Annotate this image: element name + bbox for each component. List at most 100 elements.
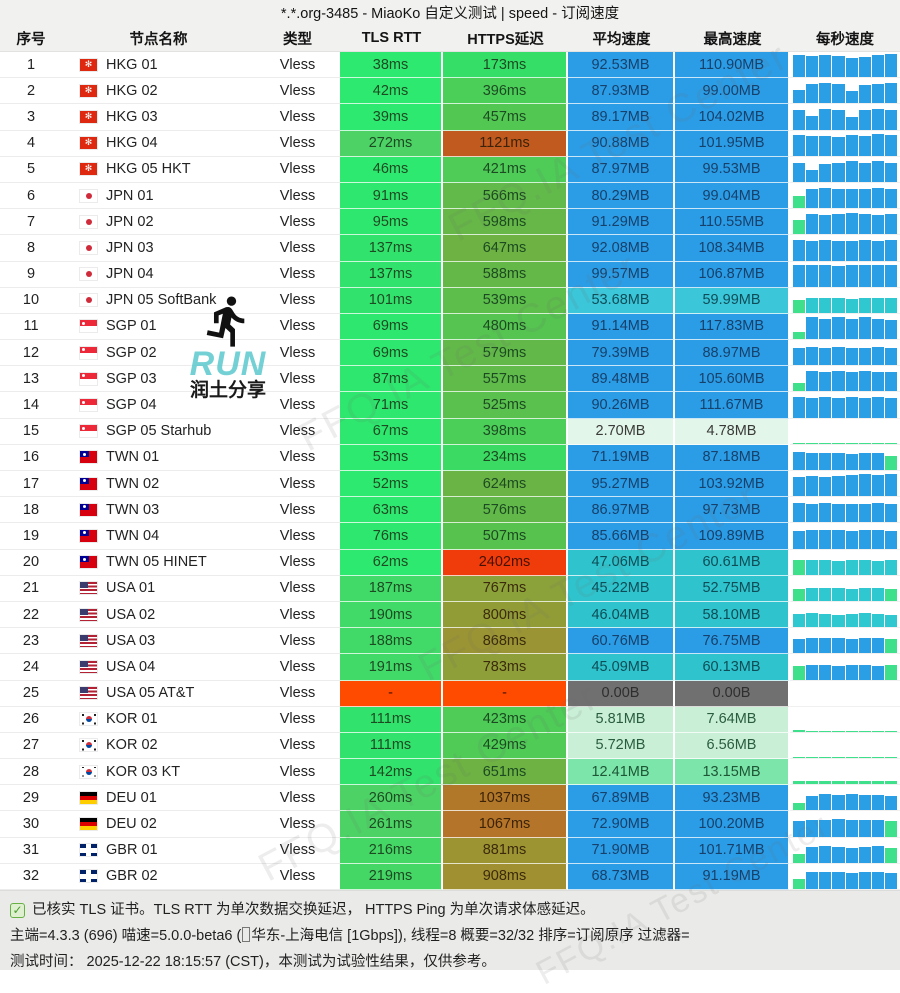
jpn-flag-icon [80,215,97,228]
speed-bar [793,638,806,654]
header-per-second-speed: 每秒速度 [816,31,874,48]
per-second-speed-chart [790,444,900,471]
speed-bar [819,665,832,680]
node-name: KOR 03 KT [106,763,181,780]
node-name-cell: USA 01 [62,575,255,602]
https-latency-cell: 881ms [443,837,568,864]
speed-bar [884,503,897,523]
node-name-cell: KOR 01 [62,706,255,733]
speed-bar [871,781,884,785]
row-index: 22 [0,601,62,629]
node-name-cell: TWN 02 [62,471,255,498]
avg-speed-cell: 0.00B [568,680,675,707]
speed-bar [793,196,806,209]
speed-bar [871,613,884,628]
tls-rtt-cell: 111ms [340,706,443,733]
avg-speed-cell: 5.72MB [568,732,675,760]
avg-speed-cell: 86.97MB [568,497,675,524]
gbr-flag-icon [80,870,97,883]
speed-bar [871,730,884,732]
per-second-speed-chart [790,601,900,629]
speed-bar [858,474,871,497]
row-index: 5 [0,156,62,183]
speed-bar [858,213,871,235]
speed-bar [793,531,806,549]
row-index: 27 [0,732,62,760]
speed-bar [793,135,806,156]
node-type: Vless [255,261,340,288]
tls-rtt-cell: 191ms [340,654,443,681]
node-name-cell: HKG 04 [62,130,255,157]
tls-rtt-cell: 69ms [340,313,443,341]
speed-bar [819,503,832,523]
node-name-cell: USA 05 AT&T [62,680,255,707]
speed-bar [819,730,832,732]
header-max-speed: 最高速度 [703,31,762,48]
speed-bar [819,781,832,785]
tls-rtt-cell: 91ms [340,182,443,210]
https-latency-cell: 1037ms [443,785,568,812]
avg-speed-cell: 99.57MB [568,261,675,288]
speed-bar [884,54,897,78]
https-latency-cell: 423ms [443,706,568,733]
tls-rtt-cell: 95ms [340,209,443,236]
speed-bar [845,57,858,78]
speed-bar [845,348,858,366]
avg-speed-cell: 71.19MB [568,444,675,471]
avg-speed-cell: 89.48MB [568,366,675,393]
speed-bar [884,213,897,235]
speed-bar [871,133,884,156]
speed-bar [884,442,897,444]
speed-bar [858,85,871,104]
node-name: USA 04 [106,658,156,675]
speed-bar [832,298,845,313]
speed-bar [858,756,871,759]
tls-rtt-cell: 101ms [340,287,443,314]
speed-bar [819,530,832,549]
https-latency-cell: 908ms [443,863,568,890]
speed-bar [845,613,858,628]
node-type: Vless [255,759,340,786]
speed-bar [871,452,884,470]
node-name-cell: TWN 03 [62,497,255,524]
speed-bar [871,588,884,601]
speed-bar [858,188,871,209]
node-name-cell: SGP 04 [62,392,255,419]
speed-bar [819,452,832,470]
max-speed-cell: 103.92MB [675,471,790,498]
node-name-cell: USA 02 [62,601,255,629]
speed-bar [832,84,845,104]
max-speed-cell: 88.97MB [675,340,790,367]
https-latency-cell: 173ms [443,52,568,79]
speed-bar [858,820,871,837]
header-https-latency: HTTPS延迟 [467,31,544,48]
node-type: Vless [255,182,340,210]
node-name-cell: SGP 01 [62,313,255,341]
speed-bar [793,110,806,130]
speed-bar [871,529,884,549]
row-index: 30 [0,811,62,838]
speed-bar [793,90,806,104]
speed-bar [884,560,897,575]
node-name: HKG 02 [106,82,158,99]
node-type: Vless [255,811,340,838]
node-name-cell: JPN 05 SoftBank [62,287,255,314]
tls-rtt-cell: 216ms [340,837,443,864]
node-type: Vless [255,471,340,498]
speed-bar [884,239,897,261]
speed-bar [884,319,897,340]
node-name: HKG 01 [106,56,158,73]
tls-rtt-cell: 53ms [340,444,443,471]
max-speed-cell: 6.56MB [675,732,790,760]
per-second-speed-chart [790,340,900,367]
tls-rtt-cell: 187ms [340,575,443,602]
header-index: 序号 [16,31,46,48]
speed-bar [845,559,858,575]
speed-bar [819,82,832,104]
speed-bar [884,848,897,863]
node-name-cell: JPN 03 [62,235,255,262]
row-index: 28 [0,759,62,786]
row-index: 13 [0,366,62,393]
speed-bar [819,214,832,235]
speed-bar [819,560,832,575]
